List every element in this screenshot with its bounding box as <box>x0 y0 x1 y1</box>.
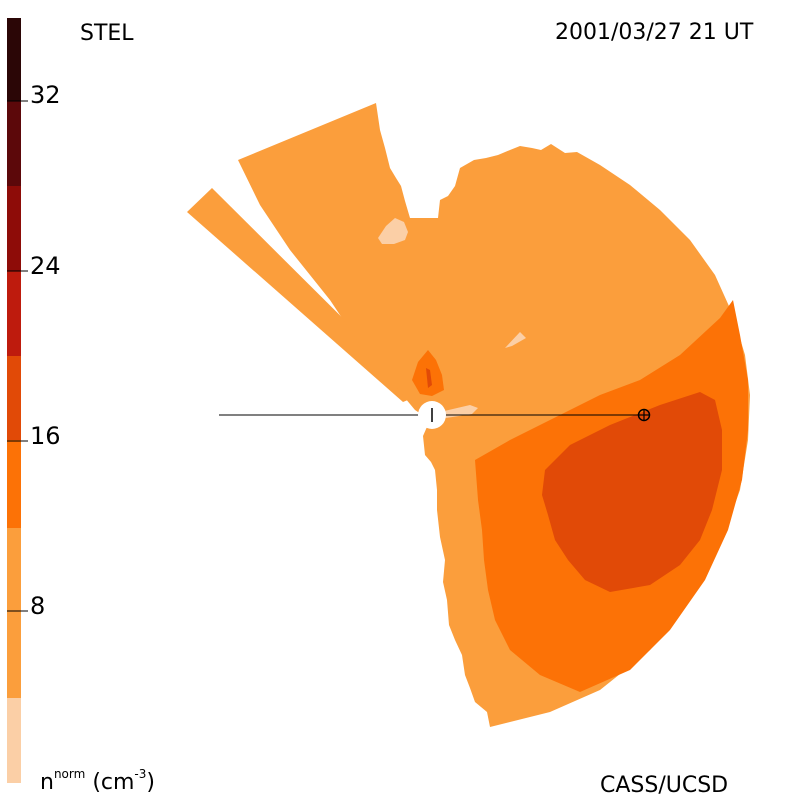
legend-unit-open: (cm <box>92 770 135 795</box>
color-bar-segment-4 <box>7 271 21 356</box>
legend-base: n <box>40 770 54 795</box>
color-bar-label-16: 16 <box>30 422 61 450</box>
color-bar-segment-5 <box>7 186 21 271</box>
instrument-label: STEL <box>80 21 134 46</box>
legend-superscript: norm <box>53 767 86 781</box>
legend-unit-close: ) <box>146 770 155 795</box>
color-bar-segment-6 <box>7 101 21 186</box>
high-density-contour <box>542 392 722 592</box>
color-bar-segment-3 <box>7 356 21 440</box>
narrow-wedge <box>187 188 420 402</box>
color-bar <box>7 18 28 783</box>
sun-region-core <box>426 368 432 388</box>
color-bar-label-24: 24 <box>30 252 61 280</box>
color-bar-segment-1 <box>7 528 21 698</box>
color-bar-label-32: 32 <box>30 81 61 109</box>
earth-icon <box>637 408 651 422</box>
legend-unit-label: nnorm (cm-3) <box>40 768 155 795</box>
color-bar-segment-2 <box>7 440 21 528</box>
credit-label: CASS/UCSD <box>600 773 729 798</box>
color-bar-label-8: 8 <box>30 592 46 620</box>
legend-unit-exponent: -3 <box>134 767 147 781</box>
low-density-sliver <box>505 332 526 348</box>
timestamp-label: 2001/03/27 21 UT <box>555 20 754 45</box>
color-bar-segment-7 <box>7 18 21 101</box>
color-bar-segment-0 <box>7 698 21 783</box>
low-density-patch <box>378 218 408 244</box>
